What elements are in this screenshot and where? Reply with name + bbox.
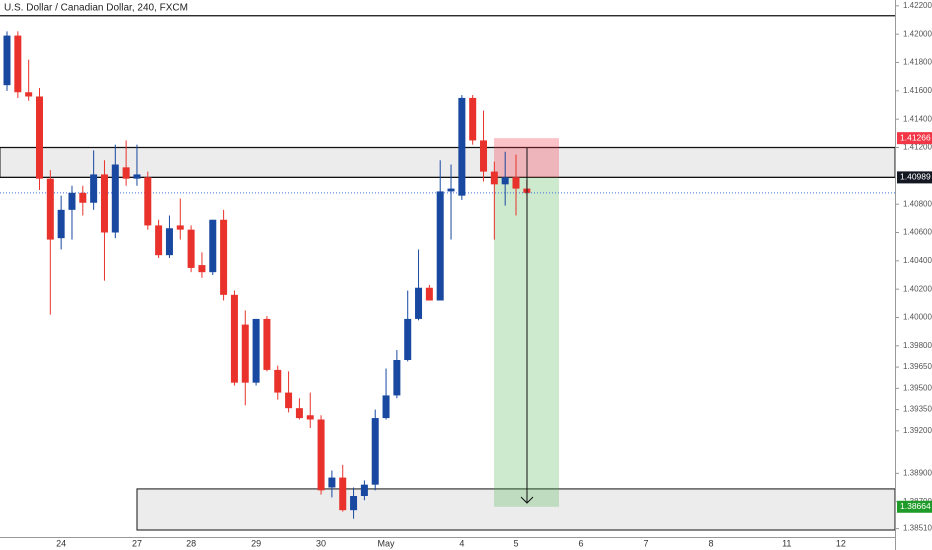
candle-body	[35, 96, 43, 179]
candle-body	[198, 265, 206, 273]
price-marker	[897, 132, 932, 145]
candle-body	[209, 219, 217, 273]
price-marker	[897, 500, 932, 513]
candle-body	[241, 324, 249, 383]
candle-body	[79, 192, 87, 203]
candle-body	[230, 294, 238, 383]
candle-body	[501, 177, 509, 185]
price-marker-label: 1.40989	[900, 172, 931, 182]
y-tick-label: 1.39650	[903, 362, 932, 371]
price-marker	[897, 171, 932, 184]
candle-body	[144, 177, 152, 226]
candle-body	[133, 174, 141, 179]
y-tick-label: 1.38510	[903, 524, 932, 533]
candle-body	[512, 177, 520, 189]
candle-body	[480, 140, 488, 172]
candle-body	[339, 477, 347, 511]
candle-body	[317, 419, 325, 491]
candle-body	[187, 229, 195, 268]
y-tick-label: 1.40000	[903, 313, 932, 322]
y-tick-label: 1.42000	[903, 29, 932, 38]
candle-body	[328, 477, 336, 488]
candle-body	[490, 171, 498, 185]
price-marker-label: 1.38664	[900, 501, 931, 511]
candle-body	[447, 188, 455, 192]
candle-body	[458, 97, 466, 196]
y-tick-label: 1.39500	[903, 383, 932, 392]
y-tick-label: 1.39800	[903, 341, 932, 350]
candle-body	[3, 35, 11, 86]
price-marker-label: 1.41266	[900, 132, 931, 142]
arrow-head	[520, 496, 534, 504]
candle-body	[252, 318, 260, 383]
candle-body	[469, 97, 477, 141]
y-tick-label: 1.40800	[903, 199, 932, 208]
x-tick-label: 29	[251, 538, 261, 548]
x-tick-label: 11	[782, 538, 791, 548]
y-tick-label: 1.41400	[903, 114, 932, 123]
x-tick-label: 8	[708, 538, 713, 548]
candle-body	[176, 225, 184, 230]
candle-body	[14, 35, 22, 93]
candle-body	[415, 287, 423, 319]
x-tick-label: 5	[514, 538, 519, 548]
x-tick-label: 27	[132, 538, 142, 548]
candle-body	[165, 228, 173, 256]
y-tick-label: 1.40400	[903, 256, 932, 265]
candle-body	[274, 369, 282, 393]
x-tick-label: 6	[578, 538, 583, 548]
candle-body	[57, 209, 65, 239]
zone	[136, 488, 896, 531]
axis: 24 27 28 29 30 May 4 5 6 7 8 11 12 1.42200 1.42000 1.41…	[56, 1, 932, 548]
candle-body	[155, 225, 163, 256]
candle-body	[382, 395, 390, 419]
y-tick-label: 1.41600	[903, 86, 932, 95]
x-tick-label: 24	[56, 538, 66, 548]
y-tick-label: 1.42200	[903, 1, 932, 10]
candle-body	[100, 174, 108, 233]
zone	[0, 147, 896, 178]
candle-body	[393, 360, 401, 396]
x-tick-label: 4	[459, 538, 464, 548]
candle-body	[220, 219, 228, 295]
candle-body	[25, 92, 33, 97]
candle-body	[404, 318, 412, 360]
candle-body	[425, 287, 433, 301]
y-tick-label: 1.41800	[903, 58, 932, 67]
candle-body	[111, 164, 119, 233]
candle-body	[122, 167, 130, 179]
candle-body	[350, 496, 358, 511]
title-bg	[0, 0, 200, 14]
candle-body	[306, 415, 314, 420]
candle-body	[436, 191, 444, 301]
x-tick-label: 12	[836, 538, 846, 548]
x-tick-label: May	[378, 538, 396, 548]
candles	[3, 31, 531, 519]
candle-body	[295, 408, 303, 419]
candle-body	[263, 318, 271, 370]
y-tick-label: 1.40200	[903, 284, 932, 293]
candle-body	[360, 484, 368, 496]
overlays	[0, 15, 896, 531]
candle-body	[371, 418, 379, 485]
x-tick-label: 30	[316, 538, 326, 548]
y-tick-label: 1.41200	[903, 143, 932, 152]
candle-body	[285, 392, 293, 409]
candle-body	[68, 192, 76, 210]
y-tick-label: 1.39200	[903, 426, 932, 435]
chart-title: U.S. Dollar / Canadian Dollar, 240, FXCM	[4, 3, 188, 14]
x-tick-label: 28	[186, 538, 196, 548]
x-tick-label: 7	[643, 538, 648, 548]
candle-body	[46, 178, 54, 240]
y-tick-label: 1.39350	[903, 405, 932, 414]
y-tick-label: 1.38900	[903, 468, 932, 477]
y-tick-label: 1.40600	[903, 228, 932, 237]
candle-body	[90, 174, 98, 203]
